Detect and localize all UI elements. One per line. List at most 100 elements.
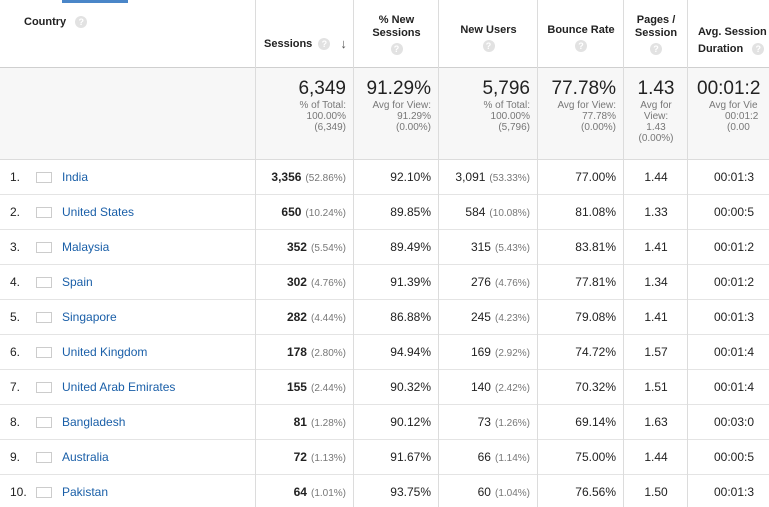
sessions-cell: 155 (2.44%) [256,370,354,405]
sessions-cell: 81 (1.28%) [256,405,354,440]
sessions-value: 155 [286,380,307,394]
country-cell: 10. Pakistan [0,475,256,507]
total-duration-value: 00:01:2 [697,78,761,99]
country-link[interactable]: Pakistan [62,485,109,499]
country-link[interactable]: Malaysia [62,240,110,254]
bounce-rate-cell: 69.14% [538,405,624,440]
country-link[interactable]: Singapore [62,310,117,324]
avg-duration-cell: 00:01:3 [688,300,769,335]
bounce-rate-cell: 76.56% [538,475,624,507]
sessions-percent: (10.24%) [305,208,346,219]
header-country[interactable]: Country ? [0,0,256,68]
header-avg-session-duration[interactable]: Avg. Session Duration ? [688,0,769,68]
totals-row [0,68,769,160]
bounce-rate-cell: 77.00% [538,160,624,195]
row-rank: 5. [10,310,21,324]
column-divider [438,0,439,507]
table-row: 10. Pakistan 64 (1.01%) 93.75% 60 (1.04%) 76.56… [0,475,769,507]
new-users-percent: (53.33%) [489,173,530,184]
help-icon[interactable]: ? [390,42,403,55]
bounce-rate-value: 76.56% [575,485,616,499]
bounce-rate-value: 70.32% [575,380,616,394]
new-sessions-value: 91.67% [390,450,431,464]
header-new-users[interactable]: New Users ? [439,0,538,68]
new-users-value: 3,091 [455,170,486,184]
header-bounce-rate[interactable]: Bounce Rate ? [538,0,624,68]
new-sessions-value: 91.39% [390,275,431,289]
country-link[interactable]: India [62,170,89,184]
sessions-cell: 352 (5.54%) [256,230,354,265]
sessions-percent: (2.80%) [310,348,346,359]
avg-duration-cell: 00:01:3 [688,160,769,195]
bounce-rate-value: 81.08% [575,205,616,219]
new-users-percent: (4.76%) [494,278,530,289]
help-icon[interactable]: ? [650,42,662,55]
total-new-users: 5,796 % of Total: 100.00% (5,796) [439,68,538,160]
total-bounce-rate-delta: (0.00%) [580,122,616,133]
help-icon[interactable]: ? [482,40,495,52]
header-new-sessions-line2: Sessions [372,26,421,39]
header-sessions[interactable]: Sessions ? ↓ [256,0,354,68]
new-sessions-value: 93.75% [390,485,431,499]
new-sessions-cell: 94.94% [354,335,439,370]
help-icon[interactable]: ? [752,43,765,56]
total-new-users-caption: % of Total: [483,100,530,111]
country-cell: 1. India [0,160,256,195]
pages-per-session-value: 1.57 [644,345,668,359]
header-duration-line2: Duration [698,43,744,55]
bounce-rate-value: 74.72% [575,345,616,359]
avg-duration-cell: 00:00:5 [688,195,769,230]
help-icon[interactable]: ? [575,40,587,52]
new-users-percent: (4.23%) [494,313,530,324]
new-sessions-cell: 89.85% [354,195,439,230]
table-row: 7. United Arab Emirates 155 (2.44%) 90.32% 14… [0,370,769,405]
new-users-cell: 245 (4.23%) [439,300,538,335]
new-sessions-cell: 90.12% [354,405,439,440]
column-divider [537,0,538,507]
avg-duration-cell: 00:01:4 [688,370,769,405]
avg-duration-value: 00:00:5 [714,205,755,219]
header-new-sessions[interactable]: % New Sessions ? [354,0,439,68]
help-icon[interactable]: ? [318,37,331,50]
sessions-cell: 64 (1.01%) [256,475,354,507]
header-pages-per-session[interactable]: Pages / Session ? [624,0,688,68]
country-link[interactable]: Australia [62,450,109,464]
sessions-value: 81 [293,415,307,429]
total-pages-caption-2: View: [643,111,669,122]
country-link[interactable]: Spain [62,275,93,289]
new-users-value: 73 [477,415,491,429]
total-sessions-percent: 100.00% [306,111,346,122]
sessions-value: 650 [281,205,302,219]
country-cell: 5. Singapore [0,300,256,335]
bounce-rate-cell: 79.08% [538,300,624,335]
country-cell: 6. United Kingdom [0,335,256,370]
bounce-rate-value: 69.14% [575,415,616,429]
new-users-value: 315 [470,240,491,254]
help-icon[interactable]: ? [75,16,88,29]
active-tab-indicator [62,0,128,3]
bounce-rate-value: 83.81% [575,240,616,254]
row-rank: 2. [10,205,21,219]
column-divider [353,0,354,507]
total-new-users-value: 5,796 [482,78,530,99]
table-row: 9. Australia 72 (1.13%) 91.67% 66 (1.14%) 75.00… [0,440,769,475]
new-users-percent: (1.04%) [494,488,530,499]
bounce-rate-cell: 74.72% [538,335,624,370]
country-link[interactable]: United Kingdom [62,345,148,359]
country-link[interactable]: United Arab Emirates [62,380,176,394]
sessions-percent: (5.54%) [310,243,346,254]
total-bounce-rate: 77.78% Avg for View: 77.78% (0.00%) [538,68,624,160]
sort-descending-icon[interactable]: ↓ [340,36,347,51]
header-sessions-label: Sessions [264,37,313,50]
total-sessions: 6,349 % of Total: 100.00% (6,349) [256,68,354,160]
column-divider [687,0,688,507]
new-users-percent: (1.14%) [494,453,530,464]
total-sessions-count: (6,349) [314,122,346,133]
country-link[interactable]: Bangladesh [62,415,126,429]
total-bounce-rate-value: 77.78% [551,78,616,99]
new-sessions-cell: 91.67% [354,440,439,475]
pages-per-session-cell: 1.63 [624,405,688,440]
bounce-rate-value: 77.00% [575,170,616,184]
new-users-cell: 60 (1.04%) [439,475,538,507]
country-link[interactable]: United States [62,205,135,219]
